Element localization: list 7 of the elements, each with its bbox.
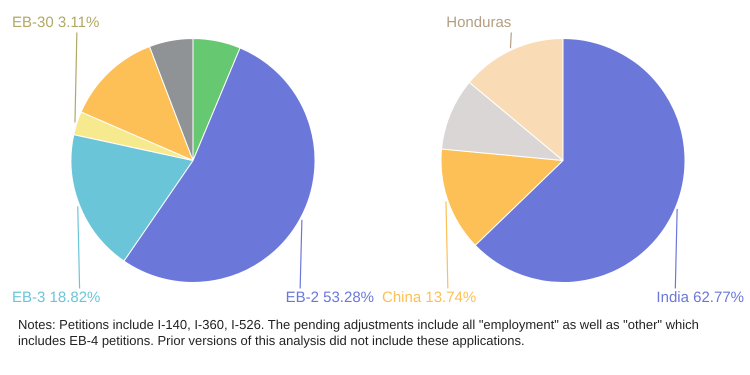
slice-label: EB-3 18.82% [12, 289, 100, 306]
text: Notes: Petitions include I-140, I-360, I-526. The pending adjustments include all "employment" as well as "other" which includes EB-4 petitions. Prior versions of this analysis did not include these applications. [17, 316, 700, 349]
slice-label: EB-30 3.11% [12, 14, 100, 32]
slice-label: Honduras [446, 14, 512, 32]
slice-label: India 62.77% [656, 289, 744, 306]
slice-label: China 13.74% [382, 289, 476, 306]
slice-label: EB-2 53.28% [286, 289, 374, 306]
